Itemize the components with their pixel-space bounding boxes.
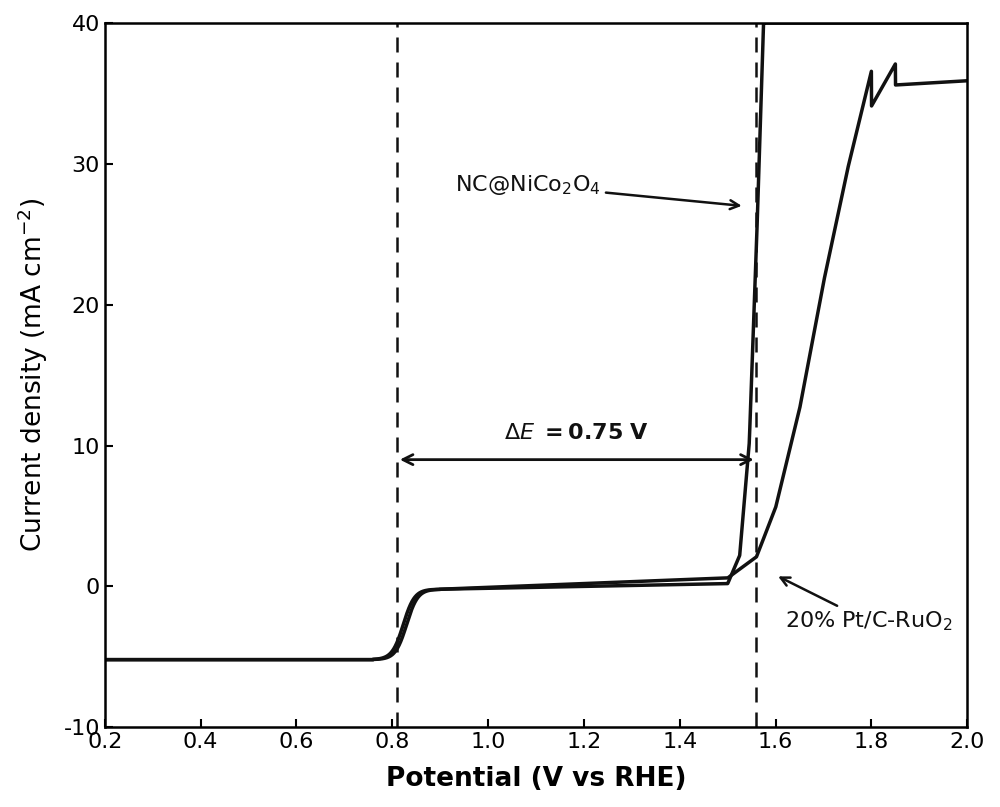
Text: 20% Pt/C-RuO$_2$: 20% Pt/C-RuO$_2$ xyxy=(781,578,952,633)
Text: $\Delta E$ $\mathbf{= 0.75\ V}$: $\Delta E$ $\mathbf{= 0.75\ V}$ xyxy=(504,423,649,443)
Text: NC@NiCo$_2$O$_4$: NC@NiCo$_2$O$_4$ xyxy=(455,173,739,209)
Y-axis label: Current density (mA cm$^{-2}$): Current density (mA cm$^{-2}$) xyxy=(15,198,50,552)
X-axis label: Potential (V vs RHE): Potential (V vs RHE) xyxy=(386,766,686,792)
